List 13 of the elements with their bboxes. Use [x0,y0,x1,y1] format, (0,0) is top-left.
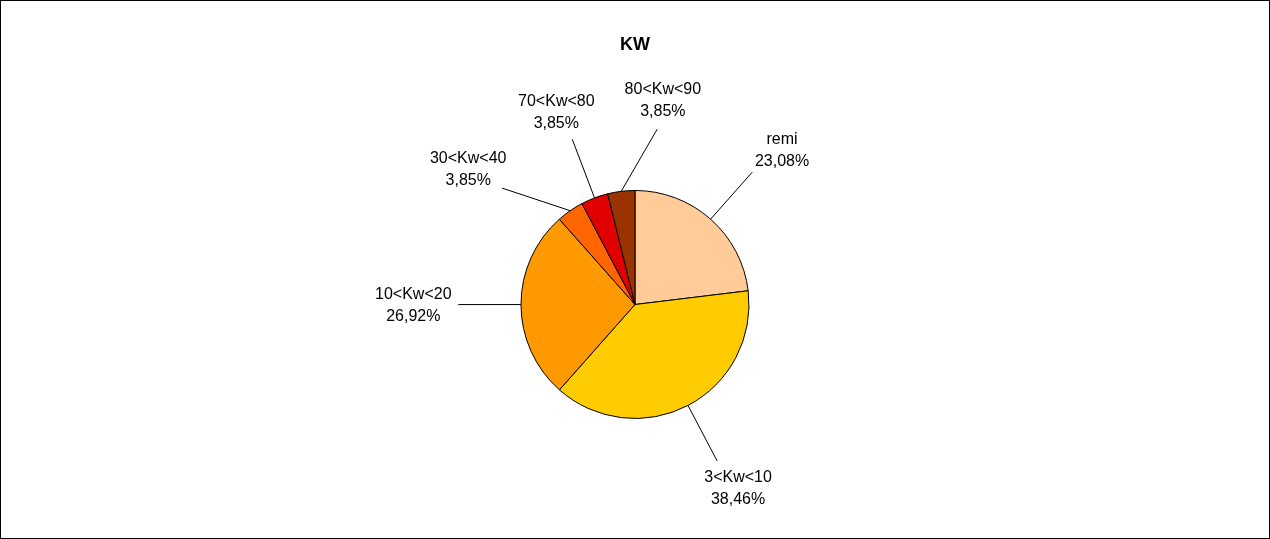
slice-label: 3<Kw<10 [704,467,772,485]
slice-label: 10<Kw<20 [375,285,452,302]
slice-label: 80<Kw<90 [624,79,702,97]
data-label: 3,85% [445,170,491,188]
data-label: 26,92% [386,307,441,324]
data-label: 23,08% [754,152,810,170]
chart-title: KW [620,33,650,54]
slice-label: 30<Kw<40 [429,148,507,166]
data-label: 38,46% [710,489,766,507]
data-label: 3,85% [533,113,579,131]
slice-label: remi [766,130,798,148]
data-label: 3,85% [640,101,686,119]
slice-label: 70<Kw<80 [518,91,595,109]
